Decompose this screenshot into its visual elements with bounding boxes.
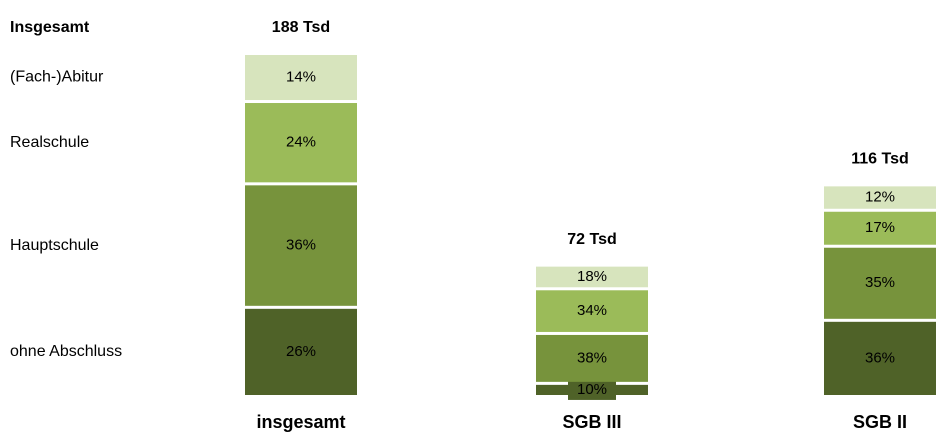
segment-label: 18% (577, 268, 607, 285)
segment-label: 17% (865, 219, 895, 236)
x-tick-label: SGB III (562, 412, 621, 432)
legend-label: Realschule (10, 134, 89, 151)
bar-segment (536, 290, 648, 332)
label-box (568, 379, 616, 400)
bar-segment (824, 186, 936, 209)
segment-label: 26% (286, 343, 316, 360)
x-tick-label: SGB II (853, 412, 907, 432)
bar-segment (824, 247, 936, 319)
bar-segment (824, 211, 936, 245)
bar-segment (536, 266, 648, 288)
segment-label: 12% (865, 189, 895, 206)
bar-segment (245, 308, 357, 395)
total-label: 188 Tsd (272, 19, 330, 36)
segment-label: 35% (865, 274, 895, 291)
legend-label: ohne Abschluss (10, 343, 122, 360)
bar-segment (245, 103, 357, 183)
total-label: 116 Tsd (851, 151, 909, 168)
segment-label: 34% (577, 302, 607, 319)
bar-segment (245, 55, 357, 101)
bar-segment (245, 185, 357, 306)
legend-label: (Fach-)Abitur (10, 69, 104, 86)
bar-segment (536, 334, 648, 382)
x-tick-label: insgesamt (256, 412, 345, 432)
segment-label: 14% (286, 68, 316, 85)
legend-label: Hauptschule (10, 237, 99, 254)
segment-label: 24% (286, 134, 316, 151)
bar-segment (824, 321, 936, 395)
segment-label: 38% (577, 349, 607, 366)
segment-label: 36% (865, 349, 895, 366)
legend-title: Insgesamt (10, 19, 90, 36)
segment-label: 10% (577, 381, 607, 398)
total-label: 72 Tsd (567, 231, 617, 248)
segment-label: 36% (286, 237, 316, 254)
